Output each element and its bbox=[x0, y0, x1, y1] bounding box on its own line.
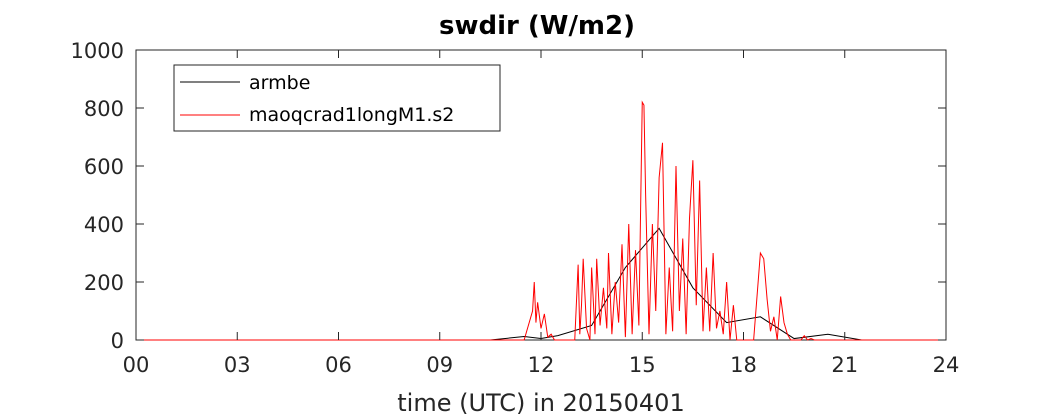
x-tick-label: 09 bbox=[426, 353, 453, 377]
ticks-layer: 00 03 06 09 12 15 18 21 24 0 200 400 600 800 1000 bbox=[71, 39, 960, 377]
y-tick-label: 1000 bbox=[71, 39, 124, 63]
x-tick-label: 12 bbox=[528, 353, 555, 377]
x-tick-label: 18 bbox=[730, 353, 757, 377]
x-axis-label: time (UTC) in 20150401 bbox=[397, 389, 684, 417]
x-tick-label: 21 bbox=[831, 353, 858, 377]
x-tick-label: 06 bbox=[325, 353, 352, 377]
y-tick-label: 0 bbox=[111, 329, 124, 353]
y-tick-label: 200 bbox=[84, 271, 124, 295]
y-tick-label: 600 bbox=[84, 155, 124, 179]
legend-box bbox=[173, 64, 501, 132]
legend-label-maoqcrad: maoqcrad1longM1.s2 bbox=[249, 104, 454, 126]
x-tick-label: 00 bbox=[123, 353, 150, 377]
x-tick-label: 15 bbox=[629, 353, 656, 377]
y-tick-label: 400 bbox=[84, 213, 124, 237]
x-tick-label: 03 bbox=[224, 353, 251, 377]
legend: armbe maoqcrad1longM1.s2 bbox=[173, 64, 501, 132]
legend-label-armbe: armbe bbox=[249, 72, 310, 94]
y-tick-label: 800 bbox=[84, 97, 124, 121]
x-tick-label: 24 bbox=[933, 353, 960, 377]
series-line-maoqcrad1longM1-s2 bbox=[136, 100, 946, 341]
chart-title: swdir (W/m2) bbox=[439, 11, 635, 41]
